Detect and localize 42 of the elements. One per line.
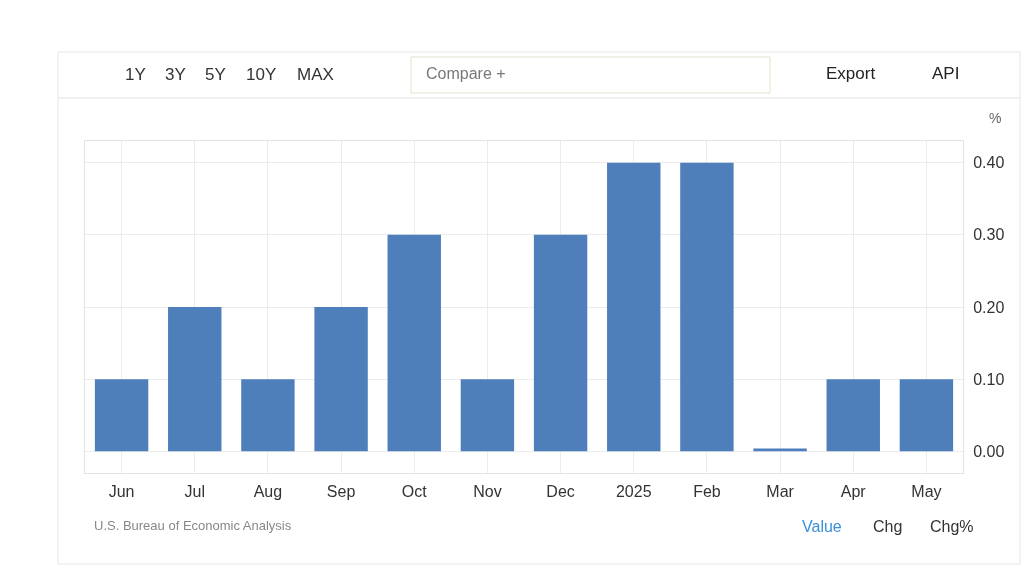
text: Value [802,518,842,535]
x-tick-label: Sep [326,483,356,501]
x-tick-label: 2025 [615,483,652,501]
x-tick-label: Aug [253,483,283,501]
bar [314,307,368,452]
x-tick-label: Oct [401,483,428,501]
text: 1Y [125,65,146,84]
x-tick-label: Jun [108,483,135,501]
x-tick-label: May [911,483,942,501]
x-tick-label: Mar [766,483,795,501]
bar [387,234,441,452]
bar [826,379,880,452]
bar [753,448,807,452]
text: 10Y [246,65,277,84]
x-tick-label: Nov [473,483,502,501]
y-tick-label: 0.30 [973,226,1005,244]
x-tick-label: Dec [546,483,575,501]
bar [899,379,954,452]
bar [241,379,295,452]
y-tick-label: 0.10 [973,370,1005,388]
y-axis-title: % [989,110,1002,126]
bar [533,234,588,452]
text: API [932,64,960,83]
bar [607,162,661,452]
x-tick-label: Jul [184,483,205,501]
text: Chg [873,518,903,535]
text: 5Y [205,65,226,84]
y-tick-label: 0.40 [973,154,1005,172]
x-tick-label: Apr [840,483,867,501]
y-tick-label: 0.00 [973,442,1005,460]
text: MAX [297,65,334,84]
bar [680,162,734,452]
bar [94,379,149,452]
text: Chg% [930,518,974,535]
bar [460,379,515,452]
y-tick-label: 0.20 [973,298,1005,316]
text: Compare + [426,65,506,82]
x-tick-label: Feb [693,483,721,501]
text: Export [826,64,876,83]
text: U.S. Bureau of Economic Analysis [94,518,292,533]
text: 3Y [165,65,186,84]
bar [168,307,222,452]
